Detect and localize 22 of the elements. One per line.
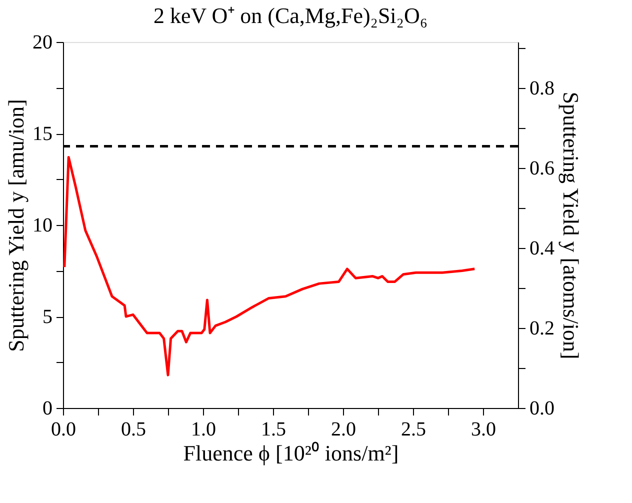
y-tick-label: 10 — [32, 214, 52, 236]
x-tick-label: 2.0 — [331, 418, 356, 440]
y-tick-label: 0 — [42, 398, 52, 420]
y-tick-label: 15 — [32, 123, 52, 145]
y-axis-title: Sputtering Yield y [amu/ion] — [4, 99, 28, 352]
y2-axis-title: Sputtering Yield y [atoms/ion] — [558, 92, 584, 360]
x-tick-label: 0.5 — [121, 418, 146, 440]
y-tick-label: 5 — [42, 306, 52, 328]
y2-tick-label: 0.6 — [530, 158, 554, 180]
x-axis-title: Fluence ϕ [10²⁰ ions/m²] — [183, 440, 399, 466]
y2-tick-label: 0.8 — [530, 78, 554, 100]
chart-title: 2 keV O⁺ on (Ca,Mg,Fe)₂Si₂O₆ — [153, 3, 428, 28]
x-tick-label: 2.5 — [401, 418, 426, 440]
y2-tick-label: 0.0 — [530, 398, 554, 420]
x-tick-label: 1.5 — [261, 418, 286, 440]
line-series — [63, 156, 476, 376]
x-tick-label: 3.0 — [471, 418, 496, 440]
y2-tick-label: 0.4 — [530, 238, 554, 260]
x-tick-label: 1.0 — [191, 418, 216, 440]
y-tick-label: 20 — [32, 32, 52, 54]
x-tick-label: 0.0 — [51, 418, 76, 440]
y2-tick-label: 0.2 — [530, 318, 554, 340]
